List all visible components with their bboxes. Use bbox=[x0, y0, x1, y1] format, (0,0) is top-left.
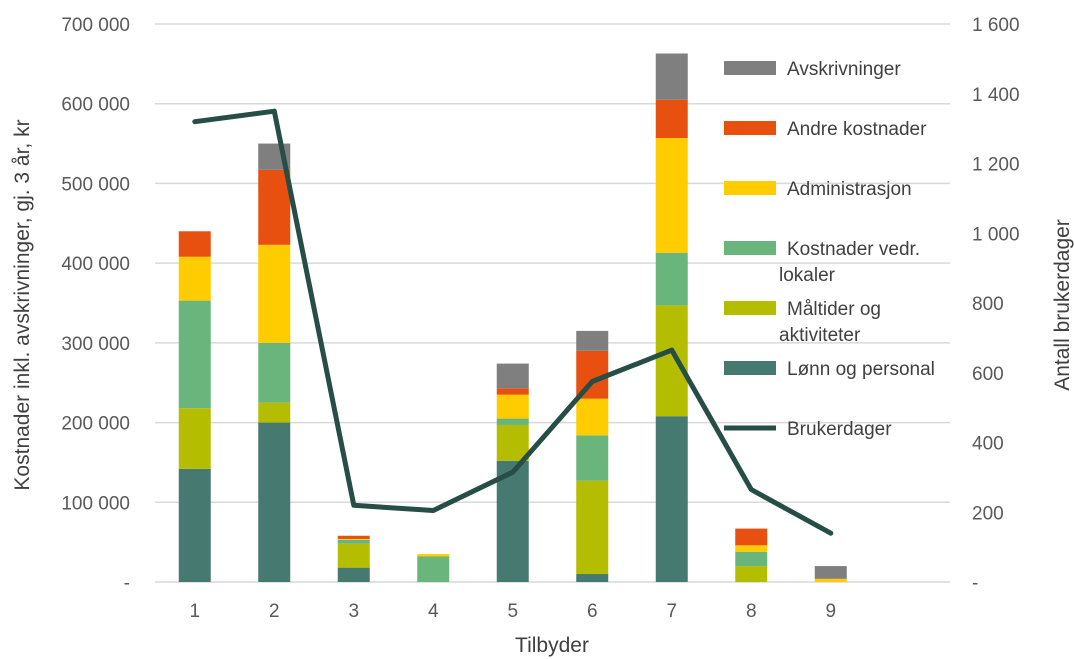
legend: Avskrivninger Andre kostnader Administrasj… bbox=[724, 59, 935, 440]
y-tick-label: - bbox=[124, 573, 130, 594]
y-tick-label: 400 000 bbox=[61, 254, 130, 275]
bar-segment bbox=[655, 53, 688, 100]
y-tick-label: 200 000 bbox=[61, 414, 130, 435]
legend-swatch bbox=[724, 241, 776, 255]
bar-segment bbox=[337, 539, 370, 544]
x-tick-label: 6 bbox=[587, 601, 598, 622]
bar-segment bbox=[576, 480, 609, 575]
legend-label-line: Avskrivninger bbox=[787, 59, 901, 80]
bar-segment bbox=[655, 99, 688, 138]
x-tick-label: 2 bbox=[269, 601, 280, 622]
legend-label-line: aktiviteter bbox=[779, 325, 861, 346]
bar-segment bbox=[655, 137, 688, 253]
bar-segment bbox=[655, 416, 688, 582]
x-tick-label: 4 bbox=[428, 601, 439, 622]
bar-segment bbox=[576, 330, 609, 351]
legend-label: Administrasjon bbox=[787, 179, 912, 200]
legend-label-line: Kostnader vedr. bbox=[787, 239, 920, 260]
bar-segment bbox=[417, 556, 450, 582]
x-tick-label: 3 bbox=[348, 601, 359, 622]
bar-segment bbox=[576, 435, 609, 481]
bar-segment bbox=[735, 551, 768, 567]
bar-segment bbox=[735, 528, 768, 546]
bar-stacks bbox=[178, 53, 847, 582]
bar-segment bbox=[337, 567, 370, 582]
x-tick-label: 7 bbox=[666, 601, 677, 622]
legend-label-line: Brukerdager bbox=[787, 419, 892, 440]
legend-label-line: lokaler bbox=[779, 265, 836, 286]
bar-segment bbox=[576, 574, 609, 582]
bar-segment bbox=[496, 424, 529, 461]
bar-segment bbox=[258, 244, 291, 343]
bar-segment bbox=[496, 394, 529, 419]
bar-segment bbox=[655, 305, 688, 417]
bar-segment bbox=[576, 398, 609, 436]
bar-segment bbox=[337, 543, 370, 568]
y2-tick-label: 600 bbox=[972, 364, 1004, 385]
legend-swatch bbox=[724, 61, 776, 75]
bar-segment bbox=[258, 402, 291, 423]
legend-label-line: Lønn og personal bbox=[787, 359, 935, 380]
y2-axis-ticks: - 200 400 600 800 1 000 1 200 1 400 1 600 bbox=[972, 15, 1020, 594]
bar-segment bbox=[735, 566, 768, 582]
bar-segment bbox=[496, 418, 529, 425]
y2-tick-label: 400 bbox=[972, 434, 1004, 455]
legend-swatch bbox=[724, 361, 776, 375]
y-tick-label: 500 000 bbox=[61, 174, 130, 195]
y-tick-label: 300 000 bbox=[61, 334, 130, 355]
bar-segment bbox=[178, 468, 211, 582]
legend-swatch bbox=[724, 121, 776, 135]
y2-tick-label: 1 400 bbox=[972, 85, 1020, 106]
bar-segment bbox=[258, 169, 291, 245]
y2-tick-label: 200 bbox=[972, 503, 1004, 524]
bar-segment bbox=[178, 231, 211, 257]
bar-segment bbox=[258, 422, 291, 582]
bar-segment bbox=[814, 566, 847, 579]
bar-segment bbox=[496, 460, 529, 582]
x-tick-label: 9 bbox=[825, 601, 836, 622]
legend-label: Andre kostnader bbox=[787, 119, 927, 140]
y2-axis-title: Antall brukerdager bbox=[1051, 219, 1074, 391]
legend-swatch bbox=[724, 301, 776, 315]
legend-label: Måltider og aktiviteter bbox=[779, 299, 881, 346]
x-axis-title: Tilbyder bbox=[515, 634, 589, 657]
bar-segment bbox=[337, 535, 370, 539]
y2-tick-label: - bbox=[972, 573, 978, 594]
x-tick-label: 5 bbox=[507, 601, 518, 622]
y-axis-ticks: - 100 000 200 000 300 000 400 000 500 000 600 … bbox=[61, 15, 130, 594]
y-tick-label: 600 000 bbox=[61, 95, 130, 116]
y-axis-title: Kostnader inkl. avskrivninger, gj. 3 år,… bbox=[11, 119, 34, 490]
legend-label: Lønn og personal bbox=[787, 359, 935, 380]
bar-segment bbox=[178, 256, 211, 301]
bar-segment bbox=[178, 408, 211, 469]
bar-segment bbox=[735, 545, 768, 552]
bar-segment bbox=[417, 554, 450, 557]
y2-tick-label: 800 bbox=[972, 294, 1004, 315]
legend-label: Avskrivninger bbox=[787, 59, 901, 80]
bar-segment bbox=[655, 252, 688, 306]
legend-swatch bbox=[724, 181, 776, 195]
legend-label: Brukerdager bbox=[787, 419, 892, 440]
legend-label-line: Måltider og bbox=[787, 299, 881, 320]
legend-label-line: Andre kostnader bbox=[787, 119, 927, 140]
bar-segment bbox=[496, 363, 529, 389]
x-tick-label: 1 bbox=[189, 601, 200, 622]
bar-segment bbox=[178, 300, 211, 409]
y2-tick-label: 1 200 bbox=[972, 155, 1020, 176]
bar-segment bbox=[337, 538, 370, 540]
y-tick-label: 100 000 bbox=[61, 493, 130, 514]
y2-tick-label: 1 000 bbox=[972, 224, 1020, 245]
legend-label-line: Administrasjon bbox=[787, 179, 912, 200]
x-tick-label: 8 bbox=[746, 601, 757, 622]
x-axis-ticks: 1 2 3 4 5 6 7 8 9 bbox=[189, 601, 836, 622]
y-tick-label: 700 000 bbox=[61, 15, 130, 36]
bar-segment bbox=[258, 342, 291, 403]
brukerdager-line bbox=[192, 108, 834, 536]
bar-segment bbox=[814, 578, 847, 582]
y2-tick-label: 1 600 bbox=[972, 15, 1020, 36]
legend-label: Kostnader vedr. lokaler bbox=[779, 239, 920, 286]
bar-segment bbox=[496, 388, 529, 395]
